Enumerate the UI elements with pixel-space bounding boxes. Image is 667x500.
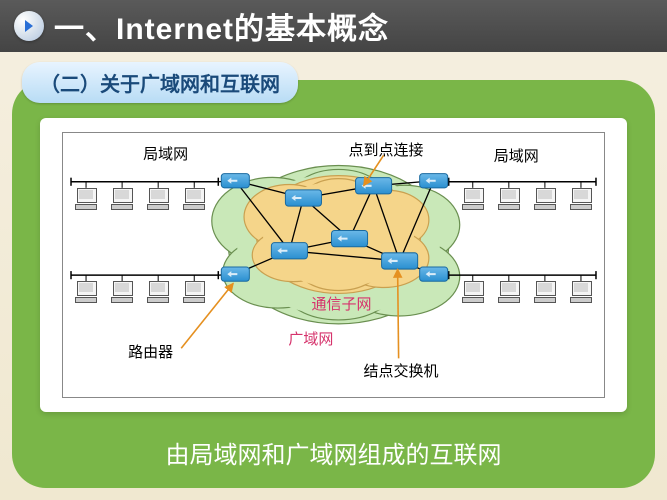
computer-icon: [462, 281, 484, 303]
switch-node: [356, 178, 392, 194]
switch-node: [331, 230, 367, 246]
computer-icon: [111, 188, 133, 210]
diagram-label: 广域网: [288, 328, 333, 349]
computer-icon: [462, 188, 484, 210]
network-diagram: 局域网 局域网 点到点连接通信子网广域网路由器结点交换机: [62, 132, 605, 398]
switch-node: [271, 243, 307, 259]
computer-icon: [147, 188, 169, 210]
diagram-label: 局域网: [494, 145, 539, 166]
header-bar: 一、Internet的基本概念: [0, 0, 667, 52]
computer-icon: [75, 281, 97, 303]
computer-icon: [111, 281, 133, 303]
diagram-label: 路由器: [128, 341, 173, 362]
slide-title: 一、Internet的基本概念: [54, 4, 389, 48]
computer-icon: [498, 281, 520, 303]
diagram-card: 局域网 局域网 点到点连接通信子网广域网路由器结点交换机: [40, 118, 627, 412]
computer-icon: [75, 188, 97, 210]
router-node: [420, 174, 448, 188]
switch-node: [382, 253, 418, 269]
computer-icon: [498, 188, 520, 210]
slide-caption: 由局域网和广域网组成的互联网: [0, 435, 667, 470]
diagram-label: 结点交换机: [364, 360, 439, 381]
computer-icon: [534, 188, 556, 210]
diagram-label: 局域网: [143, 143, 188, 164]
computer-icon: [570, 281, 592, 303]
diagram-label: 通信子网: [311, 293, 371, 314]
arrow-bullet-icon: [14, 11, 44, 41]
subtitle-pill: （二）关于广域网和互联网: [22, 62, 298, 103]
diagram-label: 点到点连接: [349, 139, 424, 160]
computer-icon: [183, 188, 205, 210]
router-node: [221, 174, 249, 188]
slide: 一、Internet的基本概念 （二）关于广域网和互联网 局域网 局域网 点到点连接…: [0, 0, 667, 500]
computer-icon: [570, 188, 592, 210]
switch-node: [285, 190, 321, 206]
router-node: [221, 267, 249, 281]
computer-icon: [534, 281, 556, 303]
router-node: [420, 267, 448, 281]
computer-icon: [147, 281, 169, 303]
computer-icon: [183, 281, 205, 303]
